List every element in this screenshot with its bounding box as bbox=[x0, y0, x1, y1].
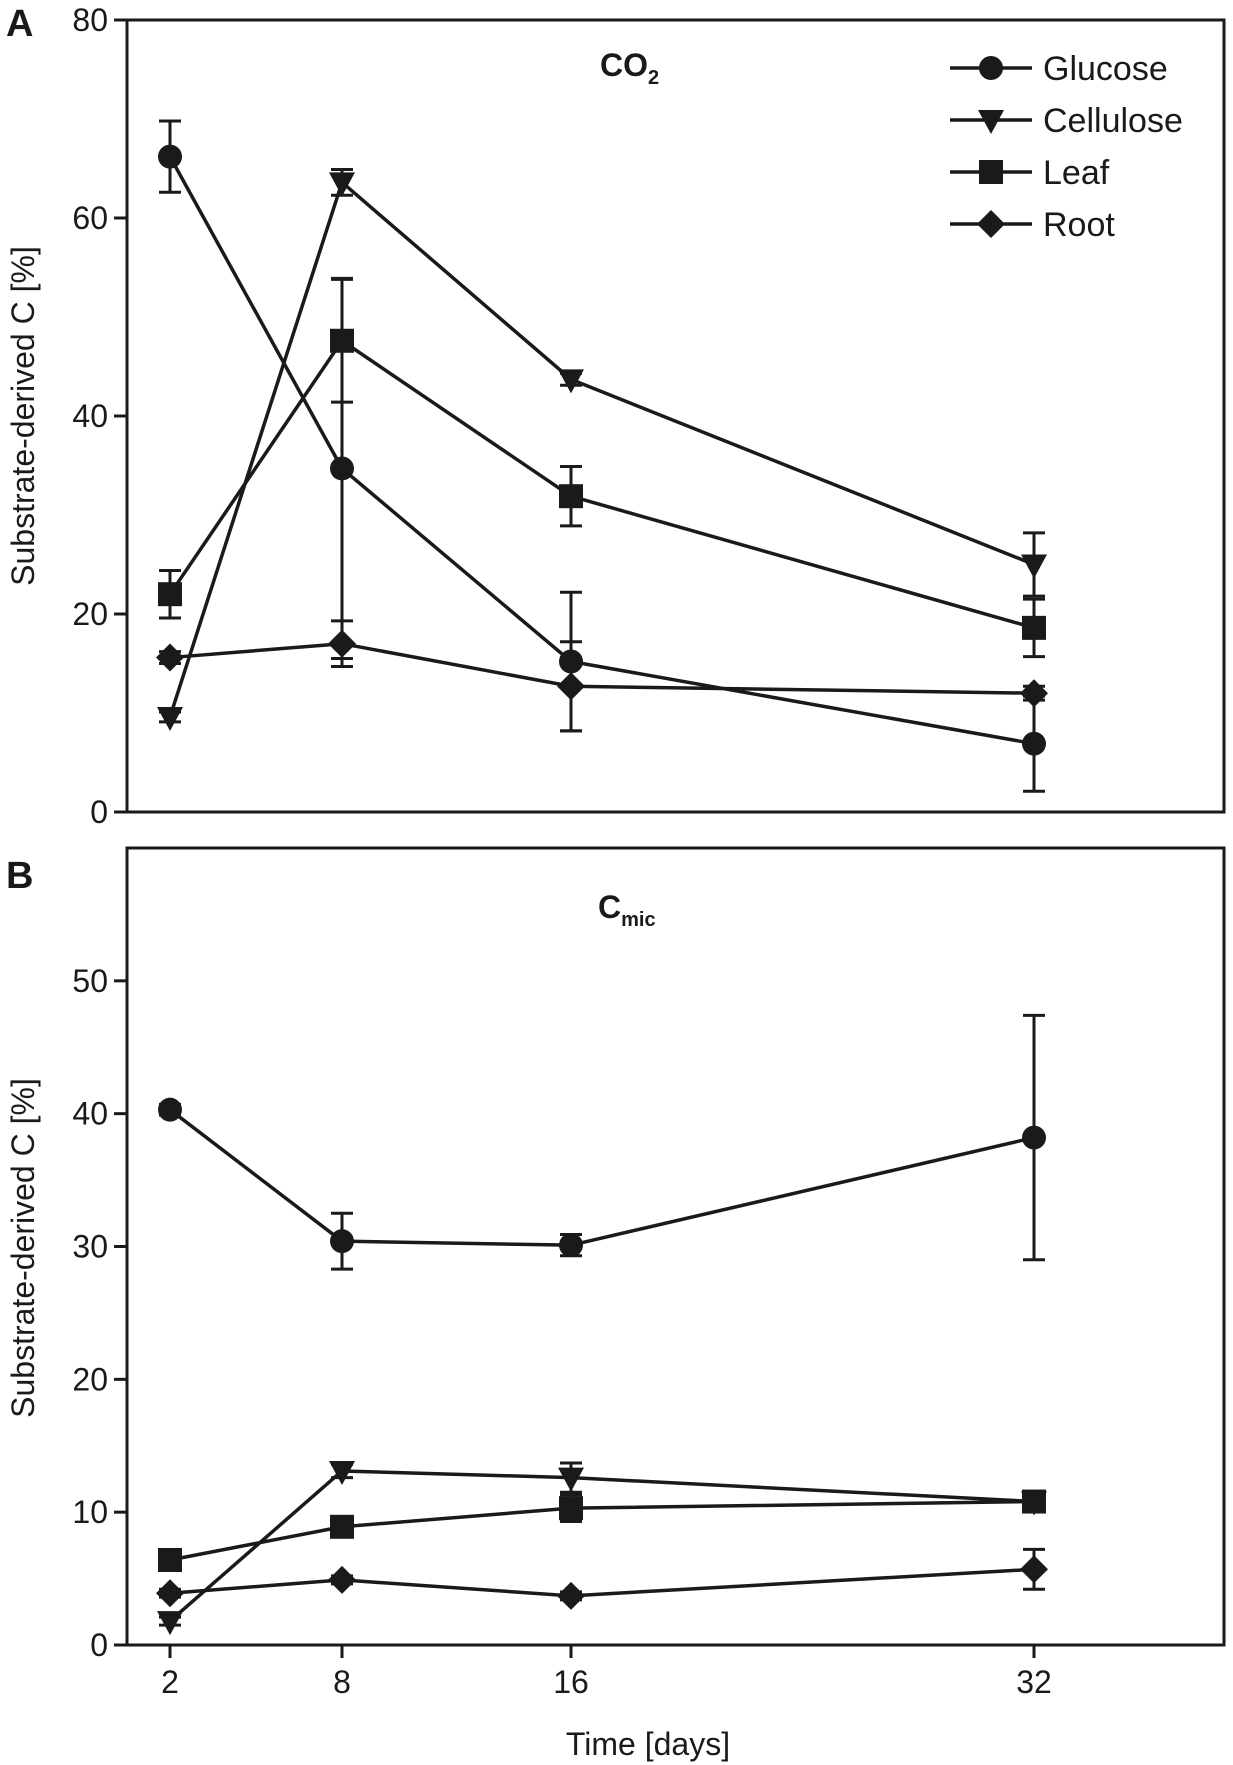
series-line-glucose bbox=[168, 1108, 1035, 1247]
panel-b-y-tick-label: 30 bbox=[72, 1229, 108, 1265]
x-tick-label: 2 bbox=[161, 1664, 179, 1700]
data-point-glucose bbox=[330, 1229, 354, 1254]
legend-marker-glucose bbox=[979, 56, 1003, 80]
data-point-leaf bbox=[158, 582, 182, 607]
panel-a-y-tick-label: 60 bbox=[72, 200, 108, 236]
data-point-root bbox=[328, 629, 356, 658]
panel-b-y-tick-label: 20 bbox=[72, 1361, 108, 1397]
series-line-leaf bbox=[169, 1499, 1035, 1562]
panel-b-y-axis-label: Substrate-derived C [%] bbox=[5, 1078, 41, 1418]
data-point-cellulose bbox=[329, 1460, 355, 1485]
panel-a-y-tick-label: 80 bbox=[72, 2, 108, 38]
panel-a-y-ticks: 0 20 40 60 80 bbox=[72, 2, 127, 830]
legend: Glucose Cellulose Leaf Root bbox=[950, 50, 1183, 244]
data-point-leaf bbox=[559, 484, 583, 509]
data-point-root bbox=[557, 672, 585, 701]
panel-b-y-tick-label: 50 bbox=[72, 963, 108, 999]
legend-label-leaf: Leaf bbox=[1043, 154, 1110, 192]
panel-b-title-sub: mic bbox=[621, 909, 655, 931]
data-point-cellulose bbox=[558, 369, 584, 394]
series-line-glucose bbox=[168, 155, 1035, 746]
panel-a-series bbox=[156, 119, 1048, 793]
panel-b-y-ticks: 0 10 20 30 40 50 bbox=[72, 963, 127, 1663]
legend-marker-cellulose bbox=[978, 110, 1004, 134]
legend-marker-root bbox=[977, 210, 1005, 238]
data-point-root bbox=[1020, 679, 1048, 708]
panel-a: A CO2 Substrate-derived C [%] 020406080 … bbox=[5, 2, 1226, 830]
data-point-leaf bbox=[158, 1547, 182, 1572]
panel-a-y-tick-label: 40 bbox=[72, 398, 108, 434]
data-point-glucose bbox=[559, 1233, 583, 1258]
data-point-leaf bbox=[330, 1514, 354, 1539]
series-line-cellulose bbox=[168, 1469, 1035, 1623]
data-point-cellulose bbox=[157, 706, 183, 731]
data-point-cellulose bbox=[1021, 554, 1047, 579]
panel-b-y-tick-label: 40 bbox=[72, 1096, 108, 1132]
data-point-glucose bbox=[158, 1097, 182, 1122]
data-point-glucose bbox=[1022, 1125, 1046, 1150]
series-line-cellulose bbox=[168, 180, 1035, 718]
data-point-cellulose bbox=[558, 1467, 584, 1492]
legend-label-glucose: Glucose bbox=[1043, 50, 1168, 88]
panel-b-series bbox=[156, 1013, 1048, 1636]
data-point-root bbox=[328, 1565, 356, 1594]
legend-label-root: Root bbox=[1043, 206, 1115, 244]
data-point-glucose bbox=[158, 144, 182, 169]
panel-b-title: Cmic bbox=[598, 889, 656, 931]
x-axis-label: Time [days] bbox=[566, 1726, 730, 1762]
panel-b-y-tick-label: 0 bbox=[90, 1627, 108, 1663]
panel-b: B Cmic Substrate-derived C [%] 0 10 20 30 40… bbox=[5, 846, 1226, 1762]
series-line-root bbox=[169, 641, 1035, 695]
panel-a-title-main: CO bbox=[600, 47, 648, 83]
data-point-glucose bbox=[1022, 731, 1046, 756]
data-point-leaf bbox=[559, 1496, 583, 1521]
data-point-leaf bbox=[330, 328, 354, 353]
panel-b-title-main: C bbox=[598, 889, 621, 925]
x-axis-ticks: 2 8 16 32 bbox=[161, 1645, 1052, 1700]
data-point-root bbox=[557, 1581, 585, 1610]
data-point-leaf bbox=[1022, 615, 1046, 640]
data-point-root bbox=[156, 643, 184, 672]
series-line-leaf bbox=[168, 339, 1035, 630]
x-tick-label: 16 bbox=[553, 1664, 589, 1700]
data-point-root bbox=[1020, 1555, 1048, 1584]
panel-a-title-sub: 2 bbox=[648, 67, 659, 89]
panel-a-y-tick-label: 20 bbox=[72, 596, 108, 632]
x-tick-label: 32 bbox=[1016, 1664, 1052, 1700]
panel-a-title: CO2 bbox=[600, 47, 659, 89]
data-point-leaf bbox=[1022, 1489, 1046, 1514]
data-point-cellulose bbox=[329, 172, 355, 197]
panel-a-y-tick-label: 0 bbox=[90, 794, 108, 830]
x-tick-label: 8 bbox=[333, 1664, 351, 1700]
panel-a-letter: A bbox=[6, 3, 33, 45]
data-point-cellulose bbox=[157, 1611, 183, 1636]
data-point-root bbox=[156, 1579, 184, 1608]
data-point-glucose bbox=[330, 456, 354, 481]
panel-b-y-tick-label: 10 bbox=[72, 1494, 108, 1530]
series-line-root bbox=[169, 1567, 1035, 1598]
panel-b-letter: B bbox=[6, 855, 33, 897]
panel-a-y-axis-label: Substrate-derived C [%] bbox=[5, 246, 41, 586]
legend-marker-leaf bbox=[979, 160, 1003, 184]
legend-label-cellulose: Cellulose bbox=[1043, 102, 1183, 140]
